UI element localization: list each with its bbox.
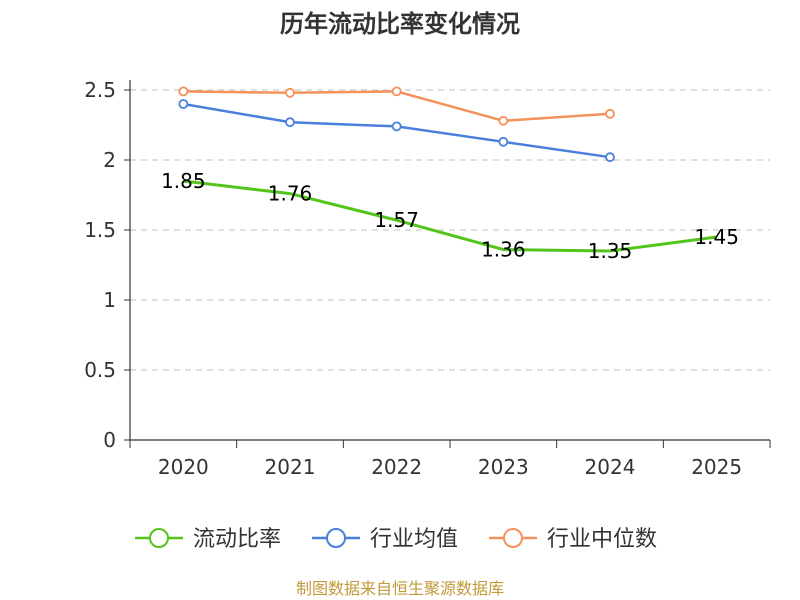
y-tick-label: 1.5 — [84, 218, 116, 242]
legend-label: 行业均值 — [370, 527, 458, 552]
y-tick-label: 0 — [103, 428, 116, 452]
x-tick-label: 2025 — [691, 455, 742, 479]
legend-item: 行业中位数 — [489, 527, 657, 552]
data-point — [391, 86, 402, 97]
data-label: 1.57 — [374, 208, 419, 232]
data-labels: 1.85 1.76 1.57 1.36 1.35 1.45 — [161, 169, 739, 263]
data-label: 1.85 — [161, 169, 206, 193]
data-label: 1.76 — [268, 182, 313, 206]
y-tick-label: 0.5 — [84, 358, 116, 382]
x-tick-label: 2022 — [371, 455, 422, 479]
series-line-current-ratio — [183, 179, 717, 253]
x-tick-label: 2021 — [265, 455, 316, 479]
legend-item: 行业均值 — [312, 527, 458, 552]
legend-marker — [503, 528, 523, 548]
data-label: 1.36 — [481, 238, 526, 262]
data-label: 1.45 — [694, 225, 739, 249]
legend-label: 行业中位数 — [547, 527, 657, 552]
data-point — [605, 108, 615, 119]
x-tick-label: 2023 — [478, 455, 529, 479]
x-tick-label: 2024 — [585, 455, 636, 479]
legend-marker — [149, 528, 169, 548]
y-tick-label: 2.5 — [84, 78, 116, 102]
data-point — [285, 117, 295, 128]
data-label: 1.35 — [588, 239, 633, 263]
series-group — [178, 86, 717, 253]
data-point — [178, 86, 189, 97]
axes: 0 0.5 1 1.5 2 2.5 2020 2021 2022 2023 2024 2025 — [84, 78, 771, 479]
y-tick-label: 1 — [103, 288, 116, 312]
data-point — [498, 136, 509, 147]
legend-item: 流动比率 — [135, 527, 281, 552]
y-tick-label: 2 — [103, 148, 116, 172]
legend-marker — [326, 528, 346, 548]
data-point — [605, 152, 615, 163]
legend: 流动比率 行业均值 行业中位数 — [135, 527, 657, 552]
data-point — [391, 121, 402, 132]
data-point — [285, 87, 295, 98]
data-point — [178, 99, 189, 109]
source-note: 制图数据来自恒生聚源数据库 — [296, 579, 504, 598]
chart-title: 历年流动比率变化情况 — [280, 10, 520, 38]
data-point — [498, 115, 509, 126]
gridlines — [130, 89, 770, 371]
x-tick-label: 2020 — [158, 455, 209, 479]
legend-label: 流动比率 — [193, 527, 281, 552]
